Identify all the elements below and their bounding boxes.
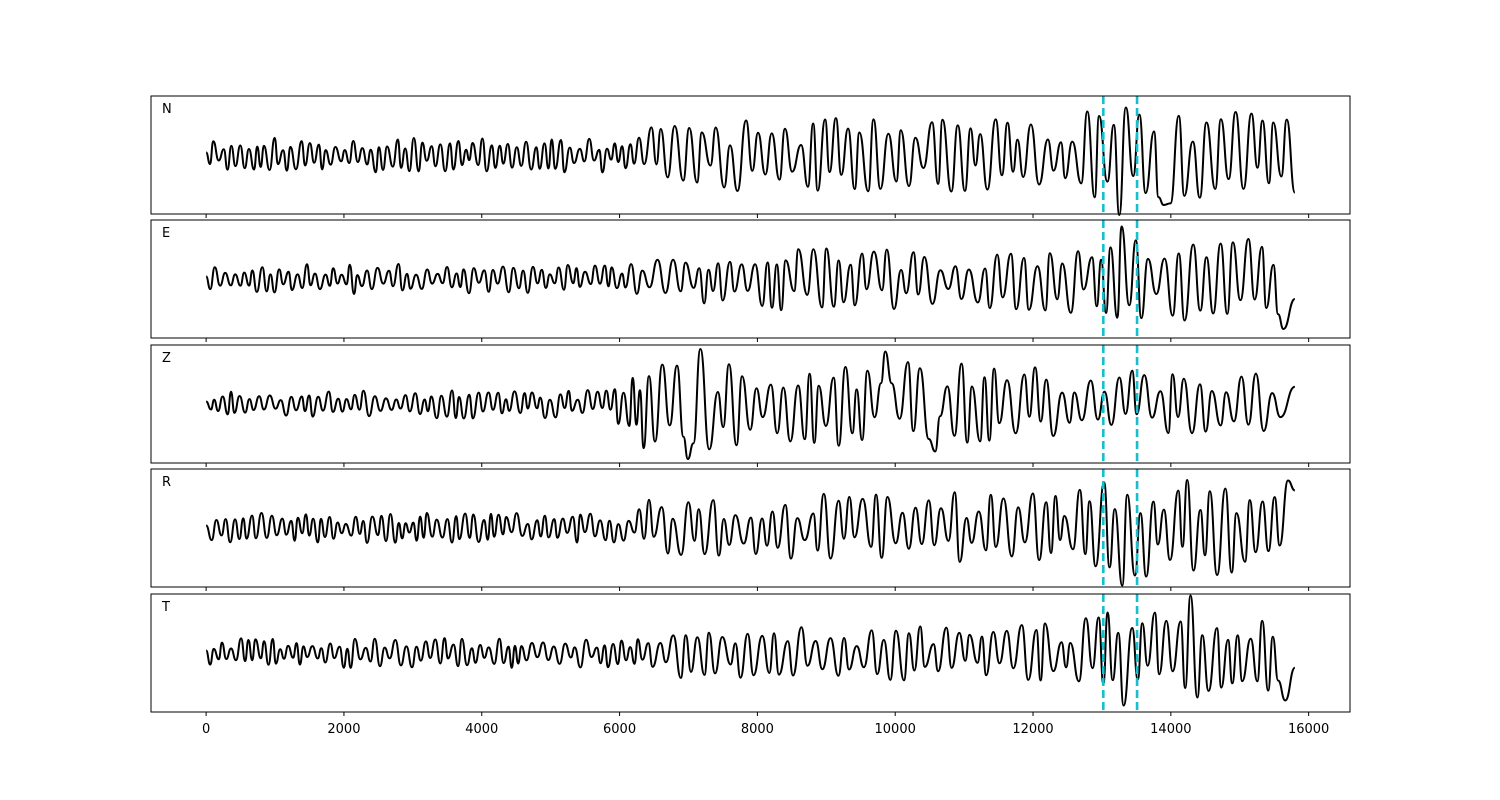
x-tick-label: 10000 xyxy=(875,722,916,737)
panel-frame-z xyxy=(150,344,1351,464)
x-tick-label: 0 xyxy=(202,722,210,737)
x-tick-label: 8000 xyxy=(741,722,774,737)
panel-frame-n xyxy=(150,95,1351,215)
panel-label-r: R xyxy=(162,475,171,490)
trace-line-z xyxy=(205,348,1296,460)
trace-line-e xyxy=(205,225,1296,330)
x-tick-label: 4000 xyxy=(465,722,498,737)
trace-line-r xyxy=(205,479,1296,587)
panel-frame-e xyxy=(150,219,1351,339)
x-axis: 0 2000 4000 6000 8000 10000 12000 14000 16000 xyxy=(202,722,1329,737)
panel-frame-t xyxy=(150,593,1351,713)
panel-label-z: Z xyxy=(162,351,171,366)
panel-label-e: E xyxy=(162,226,170,241)
panel-label-t: T xyxy=(161,600,170,615)
x-tick-label: 6000 xyxy=(603,722,636,737)
x-tick-label: 14000 xyxy=(1150,722,1191,737)
x-tick-label: 2000 xyxy=(327,722,360,737)
panel-z: Z xyxy=(150,344,1351,467)
panel-n: N xyxy=(150,95,1351,218)
panel-e: E xyxy=(150,219,1351,342)
panel-t: T xyxy=(150,593,1351,716)
panel-frame-r xyxy=(150,468,1351,588)
panel-label-n: N xyxy=(162,102,172,117)
x-tick-label: 16000 xyxy=(1288,722,1329,737)
panel-r: R xyxy=(150,468,1351,591)
trace-line-n xyxy=(205,106,1296,216)
trace-panels: N E Z R T xyxy=(150,95,1351,716)
x-tick-label: 12000 xyxy=(1012,722,1053,737)
